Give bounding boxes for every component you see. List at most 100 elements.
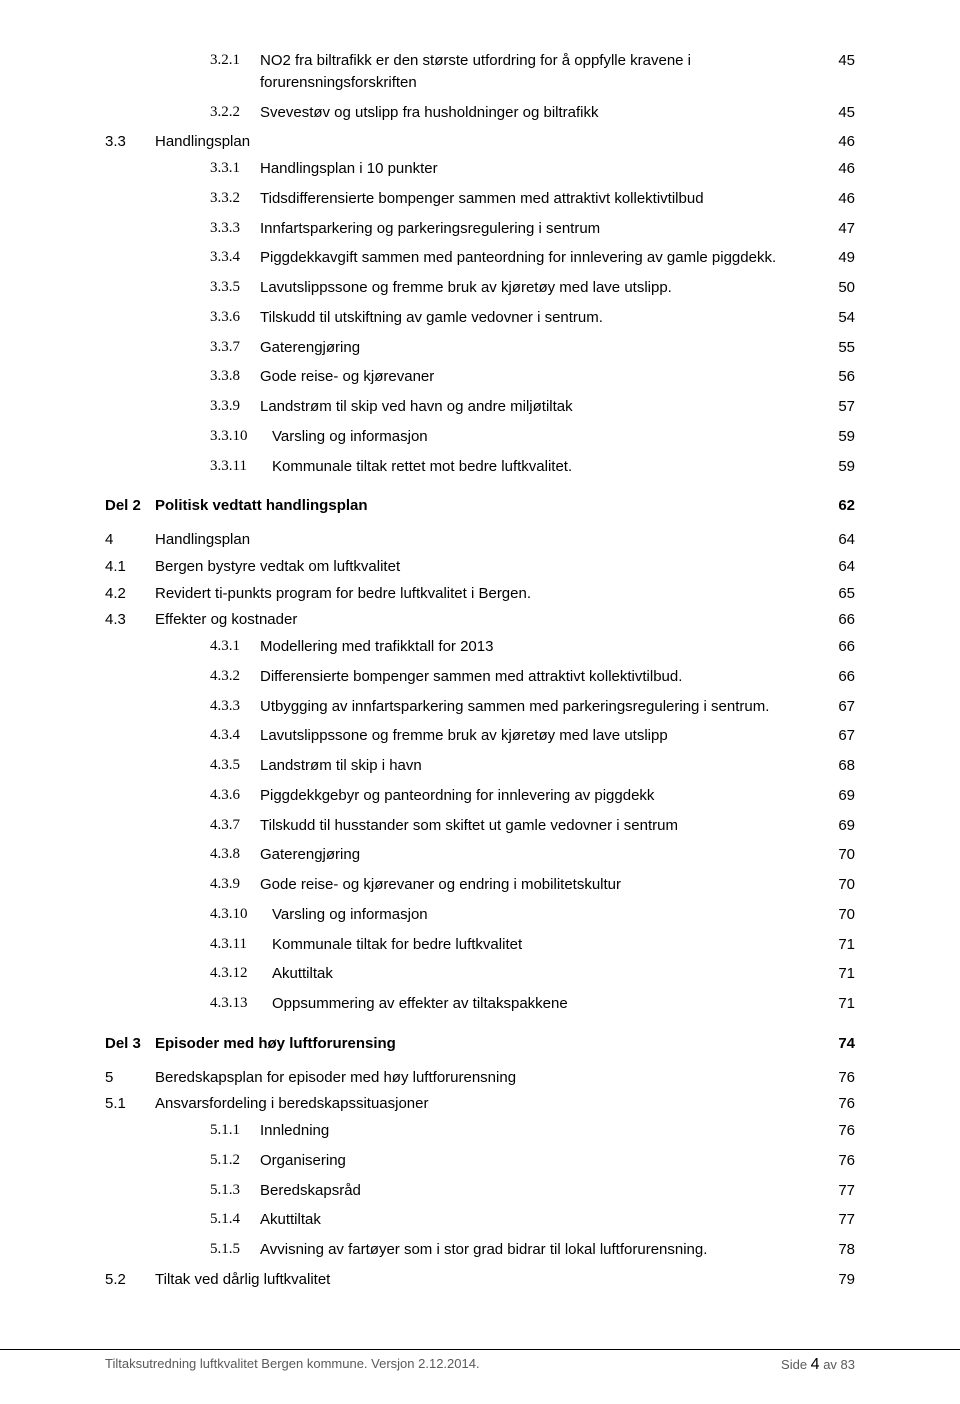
- toc-entry: 4.3.13Oppsummering av effekter av tiltak…: [210, 993, 855, 1015]
- toc-entry: 4.3.7Tilskudd til husstander som skiftet…: [210, 815, 855, 837]
- toc-entry-number: 4.3.7: [210, 815, 260, 837]
- toc-entry-text: Varsling og informasjon: [272, 426, 825, 448]
- toc-entry: 5.1Ansvarsfordeling i beredskapssituasjo…: [105, 1093, 855, 1115]
- toc-entry-page: 45: [825, 102, 855, 124]
- toc-entry-number: 3.3.10: [210, 426, 272, 448]
- toc-entry-page: 56: [825, 366, 855, 388]
- toc-entry-number: 3.3.7: [210, 337, 260, 359]
- toc-entry-number: 5.1.5: [210, 1239, 260, 1261]
- toc-entry-number: 5.2: [105, 1269, 155, 1291]
- toc-entry-text: Innfartsparkering og parkeringsregulerin…: [260, 218, 825, 240]
- toc-entry-number: 4.3.10: [210, 904, 272, 926]
- toc-entry-page: 66: [825, 636, 855, 658]
- toc-entry: 3.3.1Handlingsplan i 10 punkter46: [210, 158, 855, 180]
- toc-entry-number: 4.3.3: [210, 696, 260, 718]
- toc-entry: 4.1Bergen bystyre vedtak om luftkvalitet…: [105, 556, 855, 578]
- toc-entry: 4.3.12Akuttiltak71: [210, 963, 855, 985]
- toc-entry: 3.3.10Varsling og informasjon59: [210, 426, 855, 448]
- toc-entry: Del 3Episoder med høy luftforurensing74: [105, 1033, 855, 1055]
- toc-entry-page: 49: [825, 247, 855, 269]
- toc-entry-text: Landstrøm til skip i havn: [260, 755, 825, 777]
- toc-entry-page: 66: [825, 609, 855, 631]
- toc-entry: 4.3.10Varsling og informasjon70: [210, 904, 855, 926]
- toc-entry-number: 4.3.11: [210, 934, 272, 956]
- footer-page-number: Side 4 av 83: [781, 1356, 855, 1374]
- toc-entry-text: Tidsdifferensierte bompenger sammen med …: [260, 188, 825, 210]
- toc-entry-page: 64: [825, 556, 855, 578]
- toc-entry-page: 74: [825, 1033, 855, 1055]
- toc-entry-text: Gaterengjøring: [260, 337, 825, 359]
- toc-page: 3.2.1NO2 fra biltrafikk er den største u…: [0, 0, 960, 1366]
- toc-entry-text: Organisering: [260, 1150, 825, 1172]
- toc-entry-text: Gaterengjøring: [260, 844, 825, 866]
- toc-entry-page: 57: [825, 396, 855, 418]
- toc-entry-number: 5.1.1: [210, 1120, 260, 1142]
- toc-entry-number: 3.3.5: [210, 277, 260, 299]
- toc-entry-text: Handlingsplan: [155, 529, 825, 551]
- toc-entry-page: 76: [825, 1067, 855, 1089]
- toc-entry-number: 4.3: [105, 609, 155, 631]
- toc-entry-page: 64: [825, 529, 855, 551]
- toc-entry: 3.2.2Svevestøv og utslipp fra husholdnin…: [210, 102, 855, 124]
- toc-entry-page: 68: [825, 755, 855, 777]
- toc-entry-number: 4.3.9: [210, 874, 260, 896]
- toc-entry-text: Varsling og informasjon: [272, 904, 825, 926]
- toc-entry-number: Del 2: [105, 495, 155, 517]
- toc-entry-number: 3.2.2: [210, 102, 260, 124]
- toc-entry-page: 66: [825, 666, 855, 688]
- page-footer: Tiltaksutredning luftkvalitet Bergen kom…: [0, 1349, 960, 1374]
- toc-entry: 4.3.4Lavutslippssone og fremme bruk av k…: [210, 725, 855, 747]
- toc-entry: 5.1.2Organisering76: [210, 1150, 855, 1172]
- toc-entry: 3.3Handlingsplan46: [105, 131, 855, 153]
- toc-entry: 5.2Tiltak ved dårlig luftkvalitet79: [105, 1269, 855, 1291]
- toc-entry-number: 5.1.4: [210, 1209, 260, 1231]
- toc-entry: 4.3.5Landstrøm til skip i havn68: [210, 755, 855, 777]
- toc-entry-text: Akuttiltak: [260, 1209, 825, 1231]
- toc-entry-text: Differensierte bompenger sammen med attr…: [260, 666, 825, 688]
- toc-entry-text: NO2 fra biltrafikk er den største utford…: [260, 50, 825, 94]
- toc-entry-text: Tiltak ved dårlig luftkvalitet: [155, 1269, 825, 1291]
- toc-entry-text: Gode reise- og kjørevaner og endring i m…: [260, 874, 825, 896]
- toc-entry-text: Tilskudd til utskiftning av gamle vedovn…: [260, 307, 825, 329]
- toc-entry-page: 77: [825, 1180, 855, 1202]
- toc-entry-page: 77: [825, 1209, 855, 1231]
- toc-entry-text: Kommunale tiltak for bedre luftkvalitet: [272, 934, 825, 956]
- toc-entry-page: 50: [825, 277, 855, 299]
- toc-entry-number: 4.3.5: [210, 755, 260, 777]
- toc-entry: 3.3.6Tilskudd til utskiftning av gamle v…: [210, 307, 855, 329]
- toc-entry-text: Oppsummering av effekter av tiltakspakke…: [272, 993, 825, 1015]
- toc-entry-page: 76: [825, 1120, 855, 1142]
- toc-entry-page: 46: [825, 188, 855, 210]
- toc-entry-number: 5.1.2: [210, 1150, 260, 1172]
- toc-entry-page: 67: [825, 696, 855, 718]
- toc-entry-page: 70: [825, 904, 855, 926]
- toc-entry-text: Piggdekkgebyr og panteordning for innlev…: [260, 785, 825, 807]
- toc-entry: 5.1.1Innledning76: [210, 1120, 855, 1142]
- toc-entry-page: 78: [825, 1239, 855, 1261]
- toc-entry-number: 5: [105, 1067, 155, 1089]
- toc-entry-page: 55: [825, 337, 855, 359]
- toc-entry: 3.2.1NO2 fra biltrafikk er den største u…: [210, 50, 855, 94]
- toc-entry-page: 71: [825, 993, 855, 1015]
- toc-entry-page: 69: [825, 815, 855, 837]
- toc-entry-page: 47: [825, 218, 855, 240]
- toc-entry-number: 4: [105, 529, 155, 551]
- toc-list: 3.2.1NO2 fra biltrafikk er den største u…: [105, 50, 855, 1291]
- toc-entry-text: Kommunale tiltak rettet mot bedre luftkv…: [272, 456, 825, 478]
- toc-entry-number: 3.3.8: [210, 366, 260, 388]
- toc-entry: 4.3Effekter og kostnader66: [105, 609, 855, 631]
- toc-entry-page: 76: [825, 1150, 855, 1172]
- toc-entry-number: 3.3.11: [210, 456, 272, 478]
- toc-entry-page: 79: [825, 1269, 855, 1291]
- toc-entry: 4.2Revidert ti-punkts program for bedre …: [105, 583, 855, 605]
- toc-entry-text: Handlingsplan i 10 punkter: [260, 158, 825, 180]
- toc-entry-text: Bergen bystyre vedtak om luftkvalitet: [155, 556, 825, 578]
- toc-entry: 5Beredskapsplan for episoder med høy luf…: [105, 1067, 855, 1089]
- toc-entry-text: Effekter og kostnader: [155, 609, 825, 631]
- toc-entry-page: 46: [825, 158, 855, 180]
- toc-entry-number: 4.2: [105, 583, 155, 605]
- toc-entry-page: 62: [825, 495, 855, 517]
- toc-entry: 4.3.6Piggdekkgebyr og panteordning for i…: [210, 785, 855, 807]
- toc-entry: 4.3.1Modellering med trafikktall for 201…: [210, 636, 855, 658]
- toc-entry-text: Modellering med trafikktall for 2013: [260, 636, 825, 658]
